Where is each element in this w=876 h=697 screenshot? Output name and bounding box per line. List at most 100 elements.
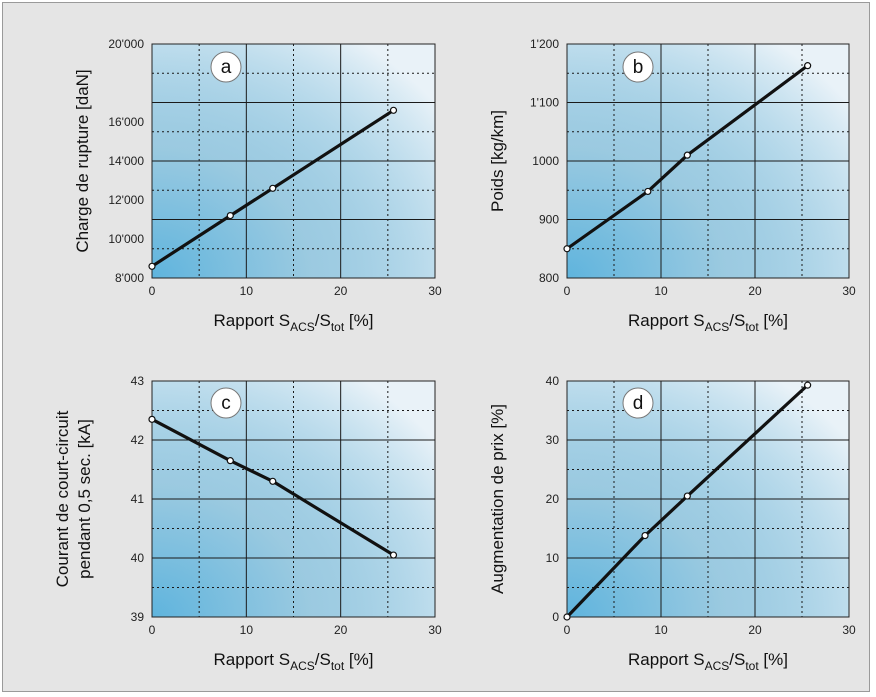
x-axis-label-sub1: ACS [290, 320, 315, 334]
y-tick-label: 40 [546, 374, 560, 388]
x-tick-label: 20 [334, 284, 348, 298]
panel-badge: c [210, 387, 242, 419]
x-tick-label: 10 [240, 623, 254, 637]
chart-figure: 8'000 10'000 12'000 14'000 16'000 20'000 0 10 20… [53, 37, 856, 673]
series-line [151, 108, 395, 268]
x-tick-label: 30 [428, 623, 442, 637]
series-line [565, 383, 809, 619]
x-axis-label: Rapport SACS/Stot [%] [214, 311, 374, 334]
x-axis-label-sub1: ACS [290, 659, 315, 673]
x-axis-label-sub1: ACS [705, 659, 730, 673]
y-tick-label: 900 [539, 213, 559, 227]
x-axis-label-mid: /S [315, 650, 331, 669]
x-axis-label-sub2: tot [745, 659, 759, 673]
x-tick-label: 20 [748, 623, 762, 637]
x-axis-label-suffix: [%] [759, 650, 788, 669]
y-tick-label: 1'100 [530, 96, 559, 110]
y-tick-label: 42 [131, 433, 145, 447]
panel-badge-circle [210, 51, 242, 83]
panel-badge-circle [210, 387, 242, 419]
chart-panel-a: 8'000 10'000 12'000 14'000 16'000 20'000 0 10 20… [73, 37, 442, 334]
x-tick-label: 0 [149, 284, 156, 298]
x-axis-label-sub1: ACS [705, 320, 730, 334]
x-axis-label-mid: /S [729, 311, 745, 330]
y-tick-label: 39 [131, 610, 145, 624]
data-point [389, 551, 398, 559]
y-tick-label: 30 [546, 433, 560, 447]
x-axis-label-suffix: [%] [759, 311, 788, 330]
y-tick-label: 43 [131, 374, 145, 388]
panel-badge: d [622, 387, 654, 419]
x-tick-label: 20 [748, 284, 762, 298]
y-tick-label: 800 [539, 271, 559, 285]
data-point [226, 212, 234, 220]
data-point [148, 415, 156, 423]
y-tick-label: 12'000 [108, 193, 144, 207]
panel-badge-label: a [221, 57, 232, 78]
series-line [151, 417, 395, 557]
y-tick-label: 20'000 [108, 37, 144, 51]
data-point [563, 613, 571, 621]
chart-panel-d: 0 10 20 30 40 0 10 20 30 Augmentation de prix [%]… [488, 374, 856, 673]
x-tick-label: 20 [334, 623, 348, 637]
y-tick-label: 14'000 [108, 154, 144, 168]
y-tick-label: 10 [546, 551, 560, 565]
x-axis-label-mid: /S [315, 311, 331, 330]
x-axis-label-suffix: [%] [344, 311, 373, 330]
x-tick-label: 0 [564, 284, 571, 298]
x-tick-label: 10 [654, 623, 668, 637]
y-axis-label: pendant 0,5 sec. [kA] [75, 419, 94, 579]
y-axis-label: Courant de court-circuit [53, 410, 72, 587]
chart-panel-c: 39 40 41 42 43 0 10 20 30 Courant de court-circui… [53, 374, 442, 673]
y-tick-label: 41 [131, 492, 145, 506]
data-point [269, 477, 277, 485]
y-tick-label: 1000 [532, 154, 559, 168]
x-axis-label-prefix: Rapport S [628, 311, 705, 330]
data-point [148, 262, 156, 270]
data-point [641, 531, 649, 540]
y-tick-label: 10'000 [108, 232, 144, 246]
x-axis-label-sub2: tot [745, 320, 759, 334]
x-axis-label-prefix: Rapport S [214, 311, 291, 330]
data-point [804, 381, 812, 389]
y-axis-label: Augmentation de prix [%] [488, 404, 507, 594]
x-axis-label-prefix: Rapport S [214, 650, 291, 669]
y-tick-label: 20 [546, 492, 560, 506]
data-point [563, 245, 571, 253]
y-tick-label: 16'000 [108, 115, 144, 129]
x-axis-label: Rapport SACS/Stot [%] [214, 650, 374, 673]
chart-panel-b: 800 900 1000 1'100 1'200 0 10 20 30 Poids [kg/km]… [488, 37, 856, 334]
x-tick-label: 10 [654, 284, 668, 298]
x-axis-label-mid: /S [729, 650, 745, 669]
y-tick-label: 40 [131, 551, 145, 565]
x-tick-label: 10 [240, 284, 254, 298]
panel-badge-label: b [633, 57, 644, 78]
y-axis-label: Charge de rupture [daN] [73, 69, 92, 252]
x-tick-label: 30 [842, 623, 856, 637]
x-axis-label-suffix: [%] [344, 650, 373, 669]
panel-badge-label: d [633, 393, 644, 414]
data-point [683, 151, 691, 159]
panel-badge: a [210, 51, 242, 83]
data-point [226, 457, 234, 465]
x-axis-label: Rapport SACS/Stot [%] [628, 650, 788, 673]
panel-badge: b [622, 51, 654, 83]
series-line [566, 64, 809, 251]
panel-badge-circle [622, 51, 654, 83]
x-axis-label: Rapport SACS/Stot [%] [628, 311, 788, 334]
panel-badge-label: c [221, 393, 231, 414]
x-tick-label: 0 [149, 623, 156, 637]
data-point [683, 492, 691, 500]
x-axis-label-sub2: tot [331, 320, 345, 334]
x-tick-label: 30 [842, 284, 856, 298]
y-axis-label: Poids [kg/km] [488, 110, 507, 212]
data-point [389, 106, 398, 114]
y-tick-label: 8'000 [115, 271, 144, 285]
y-tick-label: 1'200 [530, 37, 559, 51]
y-tick-label: 0 [552, 610, 559, 624]
x-axis-label-sub2: tot [331, 659, 345, 673]
data-point [269, 184, 277, 192]
data-point [804, 62, 812, 70]
panel-badge-circle [622, 387, 654, 419]
